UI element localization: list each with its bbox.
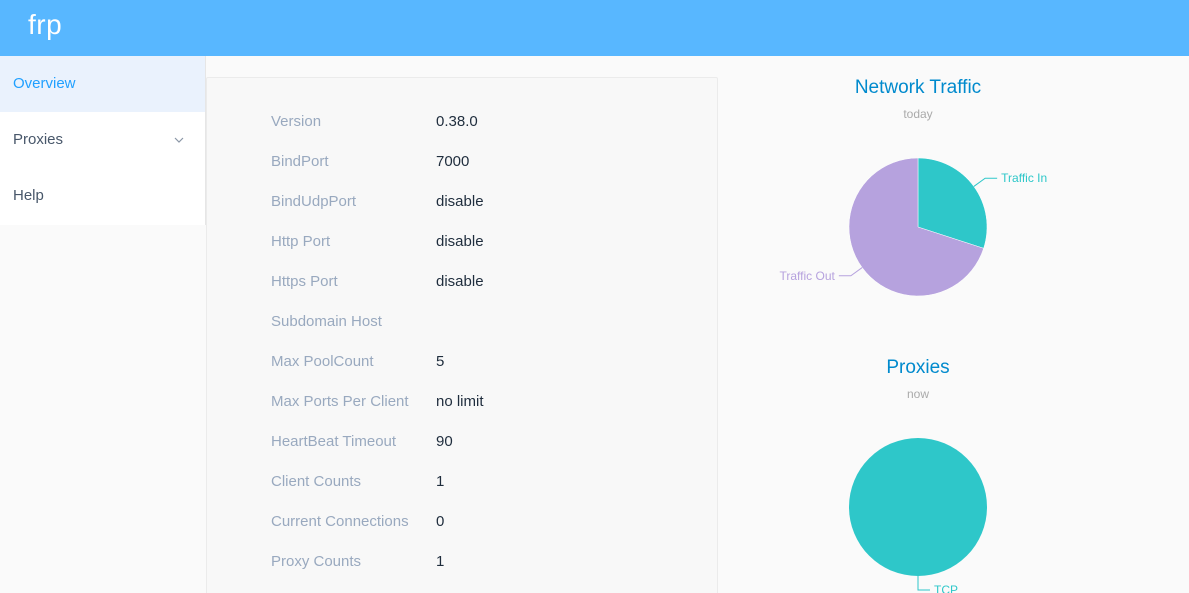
proxies-pie-chart: TCP <box>849 438 987 593</box>
row-label: BindPort <box>271 153 329 170</box>
row-value: disable <box>436 273 484 290</box>
overview-row: BindPort 7000 <box>271 142 711 182</box>
traffic-pie-chart: Traffic In Traffic Out <box>779 157 1047 297</box>
overview-panel: Version 0.38.0 BindPort 7000 BindUdpPort di… <box>206 77 718 593</box>
traffic-chart-subtitle: today <box>903 107 933 121</box>
overview-row: Max Ports Per Client no limit <box>271 382 711 422</box>
row-label: Http Port <box>271 233 331 250</box>
traffic-chart-title: Network Traffic <box>854 77 982 98</box>
overview-row: Https Port disable <box>271 262 711 302</box>
charts-area: Network Traffic today Traffic In Traffic … <box>718 56 1189 593</box>
row-label: Proxy Counts <box>271 553 362 570</box>
row-value: disable <box>436 193 484 210</box>
sidebar-menu: Overview Proxies Help <box>0 56 206 225</box>
pie-label-line-traffic-in <box>973 177 998 187</box>
overview-row: BindUdpPort disable <box>271 182 711 222</box>
pie-label-traffic-out: Traffic Out <box>779 269 835 283</box>
sidebar-item-label: Help <box>13 187 44 204</box>
pie-label-tcp: TCP <box>934 583 958 593</box>
pie-label-traffic-in: Traffic In <box>1001 171 1047 185</box>
sidebar-item-label: Proxies <box>13 131 64 148</box>
pie-slice-traffic-out[interactable] <box>848 157 984 297</box>
row-value: 90 <box>436 433 453 450</box>
sidebar-item-overview[interactable]: Overview <box>0 56 205 112</box>
row-label: Max PoolCount <box>271 353 374 370</box>
chevron-down-icon <box>174 137 184 143</box>
proxies-chart-subtitle: now <box>906 387 929 401</box>
sidebar-item-proxies[interactable]: Proxies <box>0 112 205 168</box>
row-value: 0 <box>436 513 445 530</box>
row-label: Https Port <box>271 273 338 290</box>
overview-row: Version 0.38.0 <box>271 102 711 142</box>
row-value: 5 <box>436 353 445 370</box>
row-value: 7000 <box>436 153 470 170</box>
overview-row: Client Counts 1 <box>271 462 711 502</box>
sidebar: Overview Proxies Help <box>0 56 206 593</box>
row-value: no limit <box>436 393 484 410</box>
proxies-chart-title: Proxies <box>886 357 950 378</box>
row-label: HeartBeat Timeout <box>271 433 397 450</box>
row-value: 0.38.0 <box>436 113 478 130</box>
overview-row: HeartBeat Timeout 90 <box>271 422 711 462</box>
overview-row: Http Port disable <box>271 222 711 262</box>
overview-row: Subdomain Host <box>271 302 711 342</box>
top-bar: frp <box>0 0 1189 56</box>
row-label: BindUdpPort <box>271 193 357 210</box>
app-brand[interactable]: frp <box>28 9 63 40</box>
overview-row: Current Connections 0 <box>271 502 711 542</box>
pie-slice-tcp[interactable] <box>849 438 987 576</box>
pie-label-line-tcp <box>917 576 930 591</box>
row-label: Subdomain Host <box>271 313 382 330</box>
row-label: Client Counts <box>271 473 362 490</box>
sidebar-item-help[interactable]: Help <box>0 168 205 224</box>
row-label: Version <box>271 113 322 130</box>
pie-slice-traffic-in[interactable] <box>917 157 988 249</box>
row-value: disable <box>436 233 484 250</box>
row-label: Max Ports Per Client <box>271 393 409 410</box>
row-label: Current Connections <box>271 513 409 530</box>
row-value: 1 <box>436 553 445 570</box>
row-value: 1 <box>436 473 445 490</box>
overview-row: Proxy Counts 1 <box>271 542 711 582</box>
pie-label-line-traffic-out <box>838 267 863 277</box>
overview-row: Max PoolCount 5 <box>271 342 711 382</box>
sidebar-item-label: Overview <box>13 75 76 92</box>
